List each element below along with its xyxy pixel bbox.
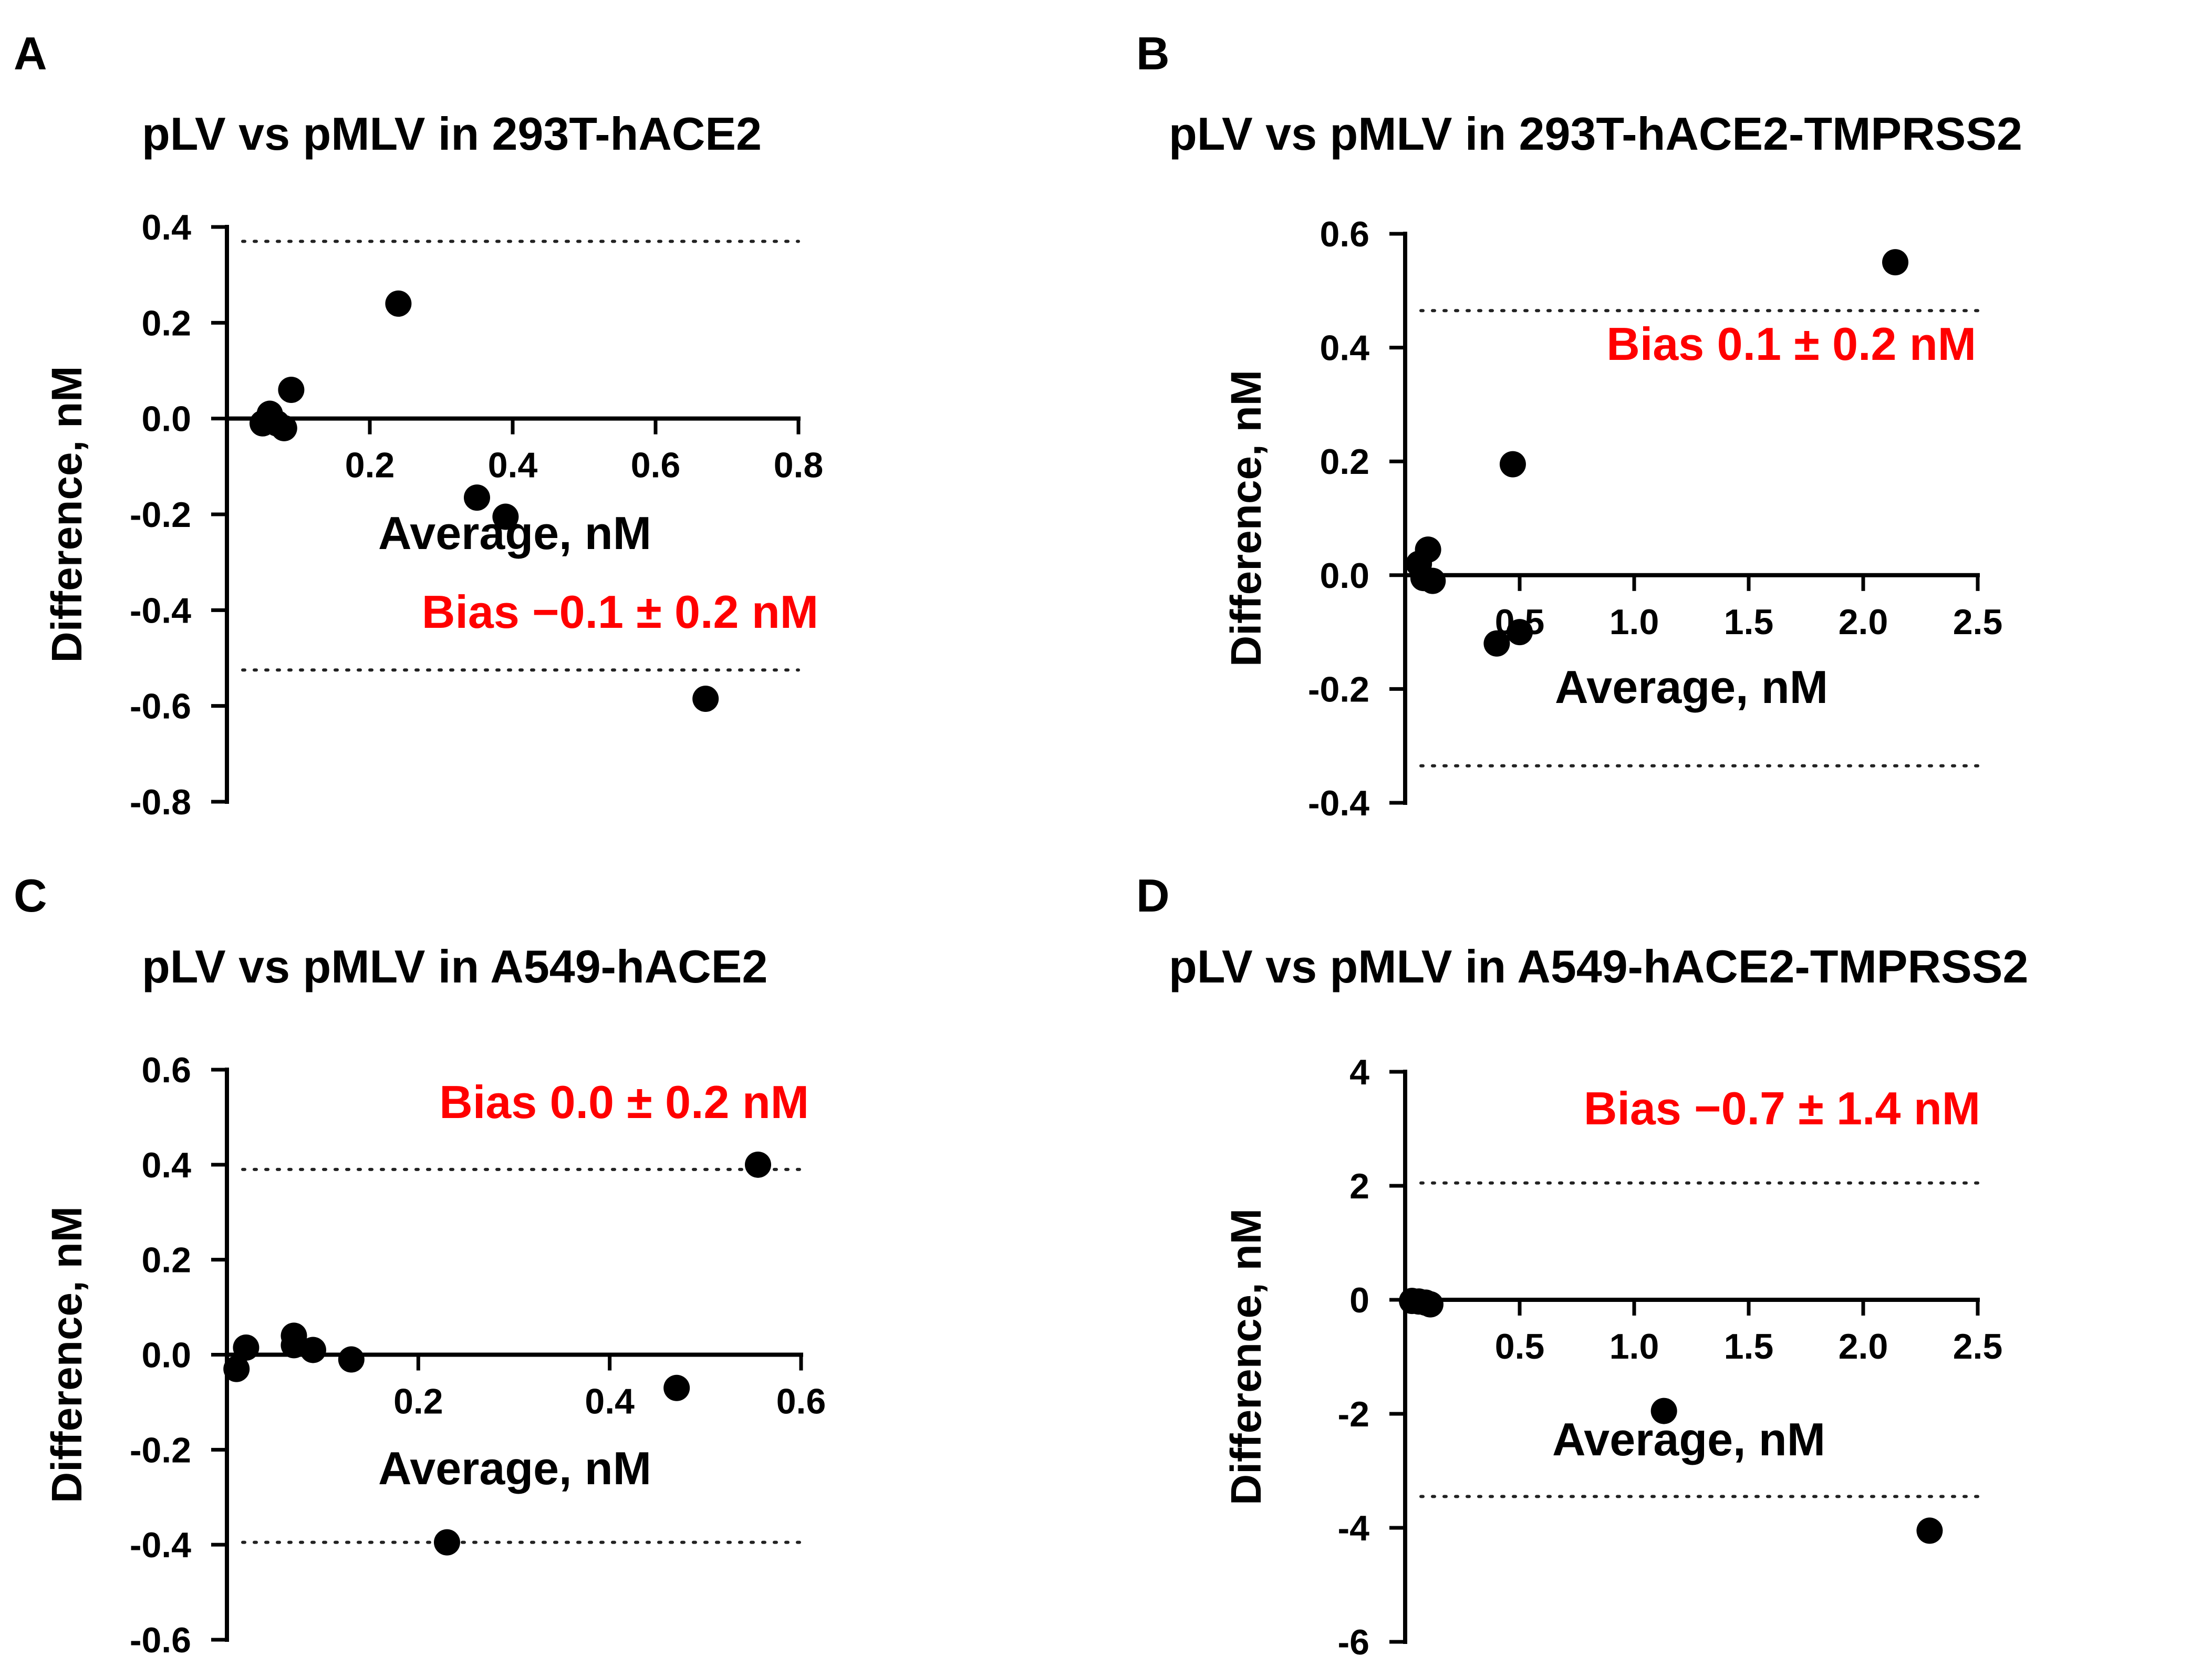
- y-tick-label: -6: [1338, 1622, 1369, 1662]
- y-tick-label: -0.4: [130, 591, 191, 630]
- data-point: [663, 1374, 690, 1401]
- data-point: [1650, 1398, 1677, 1424]
- data-point: [338, 1346, 365, 1373]
- y-tick-label: -0.4: [130, 1525, 191, 1565]
- data-point: [745, 1151, 772, 1178]
- data-point: [692, 685, 719, 712]
- x-tick-label: 2.0: [1839, 602, 1888, 642]
- y-tick-label: -0.2: [1308, 669, 1369, 709]
- y-tick-label: 0.2: [1320, 442, 1369, 482]
- x-tick-label: 2.5: [1953, 1327, 2003, 1367]
- x-tick-label: 0.4: [488, 446, 538, 485]
- x-tick-label: 2.0: [1839, 1327, 1888, 1367]
- x-tick-label: 0.4: [585, 1382, 635, 1422]
- x-tick-label: 0.6: [631, 446, 681, 485]
- bias-annotation: Bias −0.7 ± 1.4 nM: [1584, 1082, 1980, 1134]
- data-point: [233, 1334, 259, 1361]
- data-point: [299, 1337, 326, 1363]
- x-tick-label: 0.2: [345, 446, 395, 485]
- x-tick-label: 0.8: [774, 446, 824, 485]
- panel-letter: D: [1136, 870, 1170, 922]
- y-tick-label: 0.0: [1320, 556, 1369, 596]
- x-tick-label: 1.0: [1609, 1327, 1659, 1367]
- data-point: [1499, 451, 1526, 478]
- y-tick-label: 0.2: [141, 303, 191, 343]
- panel-letter: B: [1136, 27, 1170, 79]
- data-point: [1419, 567, 1446, 594]
- y-tick-label: -0.6: [130, 1620, 191, 1660]
- data-point: [1415, 536, 1441, 563]
- y-tick-label: -0.2: [130, 495, 191, 535]
- x-tick-label: 1.5: [1724, 1327, 1774, 1367]
- x-tick-label: 0.6: [776, 1382, 826, 1422]
- x-axis-label: Average, nM: [1555, 661, 1828, 713]
- data-point: [385, 290, 412, 317]
- x-tick-label: 2.5: [1953, 602, 2003, 642]
- x-tick-label: 1.5: [1724, 602, 1774, 642]
- x-tick-label: 0.5: [1495, 1327, 1545, 1367]
- panel-letter: A: [14, 27, 47, 79]
- chart-title: pLV vs pMLV in 293T-hACE2: [142, 108, 762, 160]
- y-tick-label: -4: [1338, 1508, 1370, 1548]
- y-axis-label: Difference, nM: [1222, 370, 1270, 667]
- data-point: [1507, 619, 1533, 646]
- y-tick-label: -0.4: [1308, 783, 1369, 823]
- data-point: [1417, 1291, 1443, 1318]
- panel-letter: C: [14, 870, 47, 922]
- y-axis-label: Difference, nM: [43, 1206, 91, 1503]
- bias-annotation: Bias 0.1 ± 0.2 nM: [1606, 318, 1976, 370]
- chart-title: pLV vs pMLV in 293T-hACE2-TMPRSS2: [1169, 108, 2022, 160]
- y-tick-label: 0.4: [1320, 328, 1369, 368]
- y-tick-label: 2: [1349, 1166, 1369, 1206]
- data-point: [271, 415, 297, 441]
- y-axis-label: Difference, nM: [43, 366, 91, 663]
- y-axis-label: Difference, nM: [1222, 1208, 1270, 1505]
- bias-annotation: Bias −0.1 ± 0.2 nM: [422, 586, 818, 638]
- y-tick-label: -0.8: [130, 782, 191, 822]
- x-tick-label: 0.2: [393, 1382, 443, 1422]
- bias-annotation: Bias 0.0 ± 0.2 nM: [439, 1076, 809, 1128]
- data-point: [278, 376, 305, 403]
- y-tick-label: 0.0: [141, 399, 191, 439]
- x-axis-label: Average, nM: [378, 1442, 651, 1494]
- y-tick-label: 0.0: [141, 1336, 191, 1375]
- data-point: [1483, 630, 1510, 657]
- y-tick-label: 0.4: [141, 208, 191, 247]
- y-tick-label: 0.2: [141, 1240, 191, 1280]
- chart-title: pLV vs pMLV in A549-hACE2-TMPRSS2: [1169, 940, 2028, 992]
- x-tick-label: 1.0: [1609, 602, 1659, 642]
- y-tick-label: -0.6: [130, 687, 191, 727]
- data-point: [492, 503, 519, 530]
- data-point: [433, 1529, 460, 1556]
- y-tick-label: 0.6: [141, 1050, 191, 1090]
- x-axis-label: Average, nM: [1552, 1413, 1825, 1465]
- y-tick-label: -2: [1338, 1394, 1369, 1434]
- y-tick-label: 0: [1349, 1280, 1369, 1320]
- y-tick-label: 0.4: [141, 1145, 191, 1185]
- data-point: [223, 1355, 250, 1382]
- data-point: [464, 484, 490, 511]
- data-point: [1882, 249, 1909, 276]
- data-point: [1916, 1517, 1943, 1544]
- y-tick-label: 4: [1349, 1052, 1369, 1092]
- y-tick-label: 0.6: [1320, 214, 1369, 254]
- y-tick-label: -0.2: [130, 1430, 191, 1470]
- chart-title: pLV vs pMLV in A549-hACE2: [142, 940, 767, 992]
